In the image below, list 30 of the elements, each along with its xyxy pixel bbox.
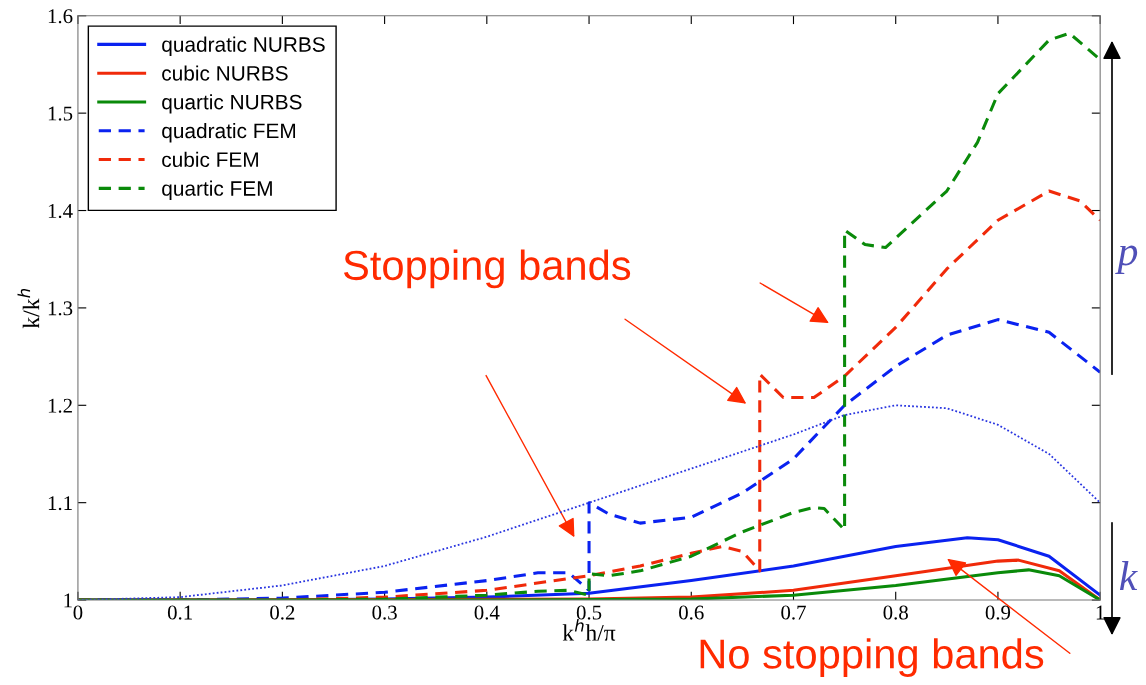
x-tick-label: 0.5 (576, 605, 602, 620)
legend-label: quadratic NURBS (162, 36, 325, 57)
legend-label: quartic NURBS (162, 94, 302, 114)
text: No stopping bands (700, 638, 1044, 678)
text: p (1115, 245, 1138, 274)
annotation: Stopping bands (343, 249, 631, 289)
x-tick-label: 0.3 (372, 605, 397, 620)
x-tick-label: 0.7 (781, 605, 806, 620)
x-tick-label: 0.4 (474, 605, 500, 620)
y-tick-label: 1 (64, 593, 72, 608)
y-tick-label: 1.4 (48, 204, 73, 219)
y-tick-label: 1.3 (48, 301, 73, 316)
x-tick-label: 0.9 (985, 605, 1011, 620)
x-tick-label: 0 (73, 605, 83, 620)
text: k (1119, 561, 1138, 591)
y-tick-label: 1.1 (48, 496, 72, 511)
x-tick-label: 0.6 (679, 605, 704, 620)
legend-label: quadratic FEM (162, 122, 296, 143)
y-tick-label: 1.6 (48, 9, 73, 24)
x-tick-label: 0.8 (883, 605, 908, 620)
legend-label: cubic NURBS (162, 65, 288, 81)
y-axis-title: k/k$^{h}$ (17, 288, 40, 329)
legend-label: cubic FEM (162, 151, 258, 168)
y-tick-label: 1.2 (48, 398, 72, 413)
x-tick-label: 1 (1096, 605, 1105, 620)
y-tick-label: 1.5 (48, 106, 73, 121)
legend-label: quartic FEM (162, 180, 272, 200)
x-axis-title: k$^{h}$h/π (562, 619, 616, 641)
x-tick-label: 0.1 (167, 605, 192, 620)
x-tick-label: 0.2 (270, 605, 295, 620)
